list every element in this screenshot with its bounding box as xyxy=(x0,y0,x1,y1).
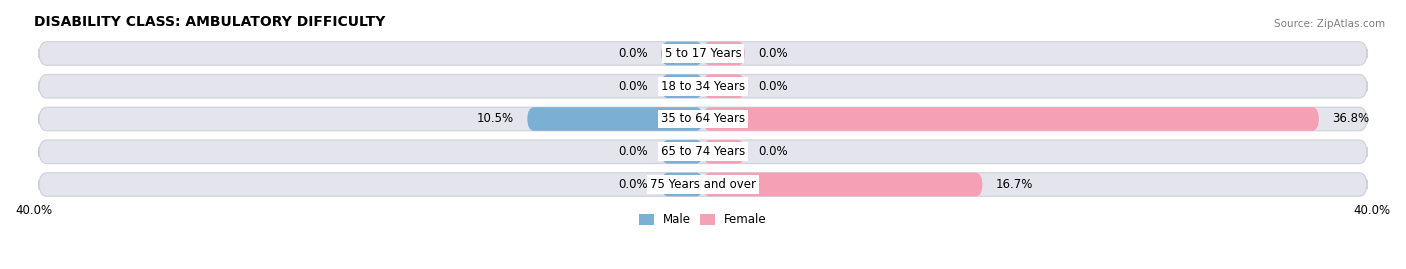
Text: 0.0%: 0.0% xyxy=(619,178,648,191)
Text: 75 Years and over: 75 Years and over xyxy=(650,178,756,191)
FancyBboxPatch shape xyxy=(661,75,703,98)
Text: 0.0%: 0.0% xyxy=(758,145,787,158)
FancyBboxPatch shape xyxy=(38,173,1368,196)
FancyBboxPatch shape xyxy=(661,42,703,65)
Text: 36.8%: 36.8% xyxy=(1333,112,1369,126)
FancyBboxPatch shape xyxy=(703,42,745,65)
Text: 0.0%: 0.0% xyxy=(758,80,787,93)
Text: 65 to 74 Years: 65 to 74 Years xyxy=(661,145,745,158)
Legend: Male, Female: Male, Female xyxy=(634,208,772,231)
Text: 0.0%: 0.0% xyxy=(619,47,648,60)
FancyBboxPatch shape xyxy=(38,42,1368,65)
FancyBboxPatch shape xyxy=(38,107,1368,131)
FancyBboxPatch shape xyxy=(661,173,703,196)
Text: 0.0%: 0.0% xyxy=(619,145,648,158)
Text: 18 to 34 Years: 18 to 34 Years xyxy=(661,80,745,93)
Text: DISABILITY CLASS: AMBULATORY DIFFICULTY: DISABILITY CLASS: AMBULATORY DIFFICULTY xyxy=(34,15,385,29)
FancyBboxPatch shape xyxy=(703,75,745,98)
Text: 0.0%: 0.0% xyxy=(758,47,787,60)
Text: 10.5%: 10.5% xyxy=(477,112,513,126)
FancyBboxPatch shape xyxy=(703,140,745,164)
Text: 0.0%: 0.0% xyxy=(619,80,648,93)
FancyBboxPatch shape xyxy=(38,140,1368,164)
FancyBboxPatch shape xyxy=(703,173,983,196)
Text: Source: ZipAtlas.com: Source: ZipAtlas.com xyxy=(1274,19,1385,29)
FancyBboxPatch shape xyxy=(527,107,703,131)
FancyBboxPatch shape xyxy=(38,75,1368,98)
FancyBboxPatch shape xyxy=(661,140,703,164)
Text: 5 to 17 Years: 5 to 17 Years xyxy=(665,47,741,60)
Text: 35 to 64 Years: 35 to 64 Years xyxy=(661,112,745,126)
Text: 16.7%: 16.7% xyxy=(995,178,1033,191)
FancyBboxPatch shape xyxy=(703,107,1319,131)
